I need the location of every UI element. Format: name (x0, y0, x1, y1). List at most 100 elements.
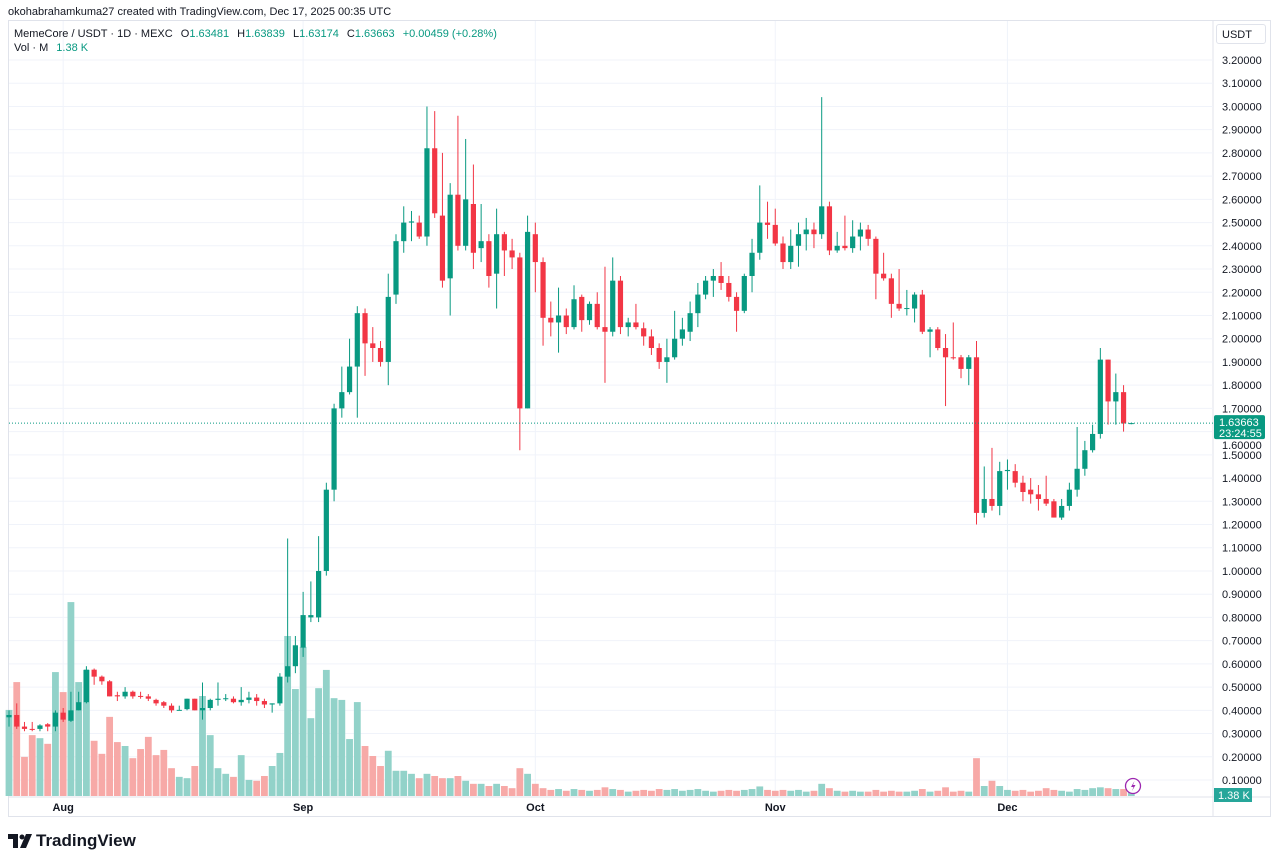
candle[interactable] (602, 266, 608, 383)
volume-label[interactable]: Vol · M (14, 42, 49, 54)
candle[interactable] (1090, 424, 1096, 453)
candle[interactable] (122, 687, 128, 699)
candle[interactable] (408, 210, 415, 242)
candle[interactable] (1082, 440, 1088, 476)
candle[interactable] (300, 591, 306, 657)
candle[interactable] (594, 292, 600, 330)
candle[interactable] (45, 723, 51, 732)
candle[interactable] (1066, 482, 1072, 511)
candle[interactable] (548, 301, 554, 337)
candle[interactable] (199, 682, 206, 720)
candle[interactable] (780, 236, 786, 270)
candle[interactable] (145, 694, 151, 702)
candle[interactable] (532, 222, 538, 293)
candle[interactable] (579, 294, 585, 332)
candle[interactable] (524, 215, 531, 409)
candle[interactable] (494, 208, 500, 309)
candle[interactable] (176, 705, 182, 711)
candle[interactable] (1051, 498, 1057, 518)
candle[interactable] (91, 668, 97, 685)
candle[interactable] (881, 252, 887, 281)
candle[interactable] (966, 354, 972, 386)
candle[interactable] (161, 701, 167, 709)
candle[interactable] (811, 222, 817, 249)
candle[interactable] (935, 327, 941, 351)
candle[interactable] (826, 201, 833, 256)
candle[interactable] (617, 276, 624, 335)
candle[interactable] (439, 152, 446, 288)
candle[interactable] (346, 338, 353, 395)
candle[interactable] (114, 691, 120, 702)
candle[interactable] (401, 206, 407, 253)
candle[interactable] (455, 115, 461, 251)
candle[interactable] (339, 366, 345, 418)
candle[interactable] (888, 273, 894, 318)
candle[interactable] (695, 282, 701, 328)
candle[interactable] (60, 708, 66, 722)
candle[interactable] (710, 269, 716, 297)
candle[interactable] (215, 682, 221, 706)
candle[interactable] (641, 322, 647, 346)
candle[interactable] (331, 403, 337, 502)
candle[interactable] (261, 698, 268, 709)
candle[interactable] (269, 703, 275, 713)
candle[interactable] (772, 208, 778, 246)
candle[interactable] (981, 466, 987, 518)
candle[interactable] (718, 262, 724, 290)
candle[interactable] (470, 164, 476, 270)
candle[interactable] (687, 301, 693, 342)
candle[interactable] (1043, 475, 1049, 506)
candle[interactable] (76, 691, 82, 711)
candle[interactable] (656, 343, 662, 369)
candle[interactable] (52, 710, 59, 732)
tradingview-logo[interactable]: TradingView (8, 831, 136, 851)
candle[interactable] (6, 710, 12, 727)
candle[interactable] (563, 308, 569, 335)
candle[interactable] (1097, 348, 1103, 439)
candle[interactable] (230, 696, 237, 704)
candle[interactable] (873, 236, 879, 300)
candle[interactable] (1020, 475, 1026, 502)
candle[interactable] (137, 691, 144, 699)
candle[interactable] (997, 461, 1003, 516)
candle[interactable] (501, 231, 507, 277)
candle[interactable] (911, 292, 918, 323)
lightning-icon[interactable] (1124, 777, 1142, 795)
candle[interactable] (664, 338, 670, 383)
candle[interactable] (950, 322, 956, 360)
candle[interactable] (184, 698, 190, 711)
candle[interactable] (586, 301, 593, 325)
candle[interactable] (168, 703, 175, 713)
candle[interactable] (741, 273, 747, 314)
candle[interactable] (610, 257, 616, 337)
candle[interactable] (486, 234, 492, 288)
candle[interactable] (555, 287, 562, 353)
candle[interactable] (362, 308, 368, 376)
candle[interactable] (308, 581, 314, 623)
candle[interactable] (726, 276, 732, 302)
candle[interactable] (679, 317, 685, 346)
candle[interactable] (238, 687, 244, 706)
candle[interactable] (648, 329, 655, 355)
candle[interactable] (207, 698, 213, 711)
candle[interactable] (1113, 373, 1119, 425)
candle[interactable] (292, 636, 298, 674)
candle[interactable] (130, 690, 136, 699)
candle[interactable] (192, 698, 198, 711)
candle[interactable] (107, 680, 113, 697)
candle[interactable] (788, 229, 794, 270)
candle[interactable] (764, 201, 771, 239)
candle[interactable] (803, 217, 809, 251)
candle[interactable] (246, 691, 252, 704)
candle[interactable] (1004, 459, 1011, 490)
candle[interactable] (323, 482, 329, 576)
candle[interactable] (733, 292, 740, 332)
candle[interactable] (254, 694, 260, 706)
candle[interactable] (1012, 464, 1018, 488)
candle[interactable] (989, 447, 995, 511)
candle[interactable] (385, 273, 391, 386)
candle[interactable] (83, 666, 89, 704)
candle[interactable] (842, 215, 848, 251)
candle[interactable] (432, 111, 438, 218)
candle[interactable] (393, 234, 399, 304)
